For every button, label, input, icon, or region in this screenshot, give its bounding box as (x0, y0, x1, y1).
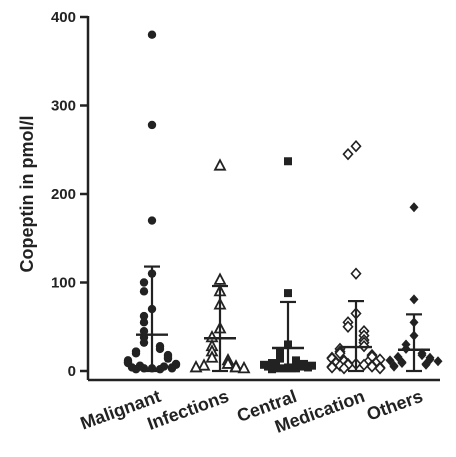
data-point (213, 158, 227, 171)
data-point (131, 349, 141, 358)
data-point (366, 360, 378, 373)
data-point (139, 278, 149, 287)
data-point (221, 356, 235, 369)
data-point (334, 347, 346, 360)
y-tick-label: 300 (51, 98, 76, 115)
data-point (276, 354, 284, 363)
mean-sd-bars (136, 265, 430, 373)
data-points (123, 30, 443, 375)
data-point (421, 359, 431, 370)
data-point (284, 157, 292, 166)
data-point (342, 320, 354, 333)
data-point (139, 311, 149, 321)
data-point (139, 338, 149, 347)
data-point (139, 326, 149, 336)
data-point (237, 360, 251, 374)
data-point (155, 344, 165, 354)
y-axis-label: Copeptin in pmol/l (17, 116, 37, 273)
data-point (276, 364, 284, 373)
y-tick-label: 100 (51, 275, 76, 292)
data-point (397, 358, 407, 369)
x-tick-label: Others (364, 386, 425, 425)
data-point (433, 356, 443, 367)
data-point (350, 267, 362, 280)
y-tick-label: 400 (51, 9, 76, 26)
data-point (229, 360, 243, 373)
data-point (284, 289, 292, 298)
y-tick-label: 0 (68, 363, 76, 380)
data-point (409, 202, 419, 213)
data-point (326, 361, 338, 374)
data-point (147, 30, 157, 39)
data-point (147, 216, 157, 225)
data-point (350, 140, 362, 153)
data-point (268, 365, 276, 374)
data-point (409, 294, 419, 305)
data-point (304, 363, 312, 372)
axes: 0 100 200 300 400 (51, 9, 440, 382)
data-point (292, 364, 300, 373)
data-point (197, 358, 211, 371)
data-point (342, 147, 354, 161)
data-point (292, 358, 300, 367)
data-point (131, 365, 141, 374)
data-point (389, 361, 399, 372)
data-point (374, 362, 386, 375)
data-point (358, 358, 370, 372)
data-point (139, 287, 149, 296)
data-point (338, 362, 350, 375)
data-point (205, 350, 219, 363)
y-tick-label: 200 (51, 186, 76, 203)
data-point (155, 365, 165, 374)
data-point (139, 318, 149, 327)
data-point (189, 360, 203, 373)
data-point (167, 364, 177, 373)
data-point (417, 350, 427, 361)
data-point (163, 354, 173, 363)
data-point (147, 120, 157, 130)
data-point (213, 272, 227, 285)
data-point (276, 347, 284, 356)
